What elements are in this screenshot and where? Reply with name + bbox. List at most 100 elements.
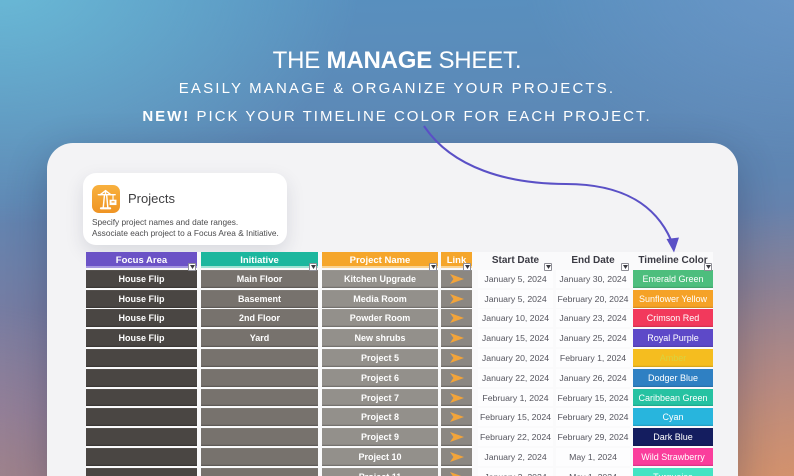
cell-start-date[interactable]: January 22, 2024 (478, 368, 553, 387)
cell-start-date[interactable]: January 3, 2024 (478, 467, 553, 476)
filter-dropdown-icon[interactable] (188, 263, 196, 271)
cell-project-name[interactable]: Powder Room (322, 309, 438, 328)
cell-end-date[interactable]: February 20, 2024 (556, 289, 630, 308)
column-header-start-date[interactable]: Start Date (478, 252, 553, 271)
filter-dropdown-icon[interactable] (429, 263, 437, 271)
cell-link[interactable] (441, 467, 472, 476)
cell-initiative[interactable] (201, 447, 318, 466)
headline-subtitle: EASILY MANAGE & ORGANIZE YOUR PROJECTS. (178, 80, 616, 97)
cell-focus-area[interactable]: House Flip (86, 289, 197, 308)
cell-end-date[interactable]: January 26, 2024 (556, 368, 630, 387)
cell-project-name[interactable]: Project 9 (322, 428, 438, 447)
cell-project-name[interactable]: Kitchen Upgrade (322, 269, 438, 288)
cell-end-date[interactable]: February 15, 2024 (556, 388, 630, 407)
cell-link[interactable] (441, 349, 472, 367)
cell-initiative[interactable]: Main Floor (201, 269, 318, 288)
cell-start-date[interactable]: January 20, 2024 (478, 349, 553, 367)
cell-end-date[interactable]: February 1, 2024 (556, 349, 630, 367)
cell-initiative[interactable] (201, 349, 318, 367)
cell-focus-area[interactable]: House Flip (86, 269, 197, 288)
cell-end-date[interactable]: January 25, 2024 (556, 329, 630, 348)
cell-timeline-color[interactable]: Turquoise (633, 467, 713, 476)
column-header-link[interactable]: Link (441, 252, 472, 271)
cell-initiative[interactable]: 2nd Floor (201, 309, 318, 328)
orange-arrow-icon (449, 273, 464, 284)
cell-start-date[interactable]: January 2, 2024 (478, 447, 553, 466)
cell-start-date[interactable]: January 15, 2024 (478, 329, 553, 348)
cell-project-name[interactable]: Project 8 (322, 408, 438, 427)
cell-end-date[interactable]: May 1, 2024 (556, 447, 630, 466)
cell-end-date[interactable]: January 23, 2024 (556, 309, 630, 328)
cell-focus-area[interactable] (86, 388, 197, 407)
cell-timeline-color[interactable]: Caribbean Green (633, 388, 713, 407)
cell-initiative[interactable] (201, 428, 318, 447)
cell-end-date[interactable]: January 30, 2024 (556, 269, 630, 288)
cell-timeline-color[interactable]: Emerald Green (633, 269, 713, 288)
cell-focus-area[interactable] (86, 467, 197, 476)
cell-timeline-color[interactable]: Cyan (633, 408, 713, 427)
cell-project-name[interactable]: Media Room (322, 289, 438, 308)
cell-link[interactable] (441, 269, 472, 288)
cell-timeline-color[interactable]: Amber (633, 349, 713, 367)
cell-link[interactable] (441, 368, 472, 387)
cell-focus-area[interactable] (86, 428, 197, 447)
cell-timeline-color[interactable]: Sunflower Yellow (633, 289, 713, 308)
cell-end-date[interactable]: May 1, 2024 (556, 467, 630, 476)
cell-project-name[interactable]: Project 10 (322, 447, 438, 466)
crane-icon (92, 185, 120, 213)
cell-link[interactable] (441, 329, 472, 348)
cell-project-name[interactable]: New shrubs (322, 329, 438, 348)
cell-project-name[interactable]: Project 6 (322, 368, 438, 387)
cell-project-name[interactable]: Project 5 (322, 349, 438, 367)
cell-initiative[interactable] (201, 368, 318, 387)
cell-initiative[interactable]: Yard (201, 329, 318, 348)
filter-dropdown-icon[interactable] (621, 263, 629, 271)
filter-dropdown-icon[interactable] (309, 263, 317, 271)
cell-link[interactable] (441, 428, 472, 447)
cell-start-date[interactable]: January 5, 2024 (478, 289, 553, 308)
cell-focus-area[interactable] (86, 349, 197, 367)
filter-dropdown-icon[interactable] (544, 263, 552, 271)
cell-link[interactable] (441, 309, 472, 328)
cell-end-date[interactable]: February 29, 2024 (556, 408, 630, 427)
cell-start-date[interactable]: February 15, 2024 (478, 408, 553, 427)
cell-initiative[interactable] (201, 388, 318, 407)
column-header-end-date[interactable]: End Date (556, 252, 630, 271)
cell-focus-area[interactable]: House Flip (86, 309, 197, 328)
cell-focus-area[interactable]: House Flip (86, 329, 197, 348)
cell-text: Project 10 (358, 451, 402, 462)
cell-timeline-color[interactable]: Dodger Blue (633, 368, 713, 387)
cell-timeline-color[interactable]: Crimson Red (633, 309, 713, 328)
cell-focus-area[interactable] (86, 447, 197, 466)
cell-timeline-color[interactable]: Royal Purple (633, 329, 713, 348)
cell-link[interactable] (441, 447, 472, 466)
cell-link[interactable] (441, 388, 472, 407)
cell-project-name[interactable]: Project 11 (322, 467, 438, 476)
cell-start-date[interactable]: January 10, 2024 (478, 309, 553, 328)
cell-initiative[interactable]: Basement (201, 289, 318, 308)
filter-dropdown-icon[interactable] (463, 263, 471, 271)
cell-start-date[interactable]: February 22, 2024 (478, 428, 553, 447)
cell-timeline-color[interactable]: Dark Blue (633, 428, 713, 447)
cell-initiative[interactable] (201, 408, 318, 427)
column-header-initiative[interactable]: Initiative (201, 252, 318, 271)
cell-link[interactable] (441, 289, 472, 308)
cell-text: Yard (249, 333, 270, 344)
column-header-project-name[interactable]: Project Name (322, 252, 438, 271)
timeline-color-label: Royal Purple (647, 333, 699, 344)
cell-text: January 25, 2024 (559, 333, 627, 344)
cell-initiative[interactable] (201, 467, 318, 476)
cell-text: January 10, 2024 (481, 313, 550, 324)
cell-focus-area[interactable] (86, 368, 197, 387)
column-header-focus-area[interactable]: Focus Area (86, 252, 197, 271)
cell-start-date[interactable]: February 1, 2024 (478, 388, 553, 407)
filter-dropdown-icon[interactable] (704, 263, 712, 271)
cell-link[interactable] (441, 408, 472, 427)
cell-project-name[interactable]: Project 7 (322, 388, 438, 407)
cell-end-date[interactable]: February 29, 2024 (556, 428, 630, 447)
cell-text: January 22, 2024 (481, 372, 550, 383)
cell-start-date[interactable]: January 5, 2024 (478, 269, 553, 288)
column-header-timeline-color[interactable]: Timeline Color (633, 252, 713, 271)
cell-focus-area[interactable] (86, 408, 197, 427)
cell-timeline-color[interactable]: Wild Strawberry (633, 447, 713, 466)
